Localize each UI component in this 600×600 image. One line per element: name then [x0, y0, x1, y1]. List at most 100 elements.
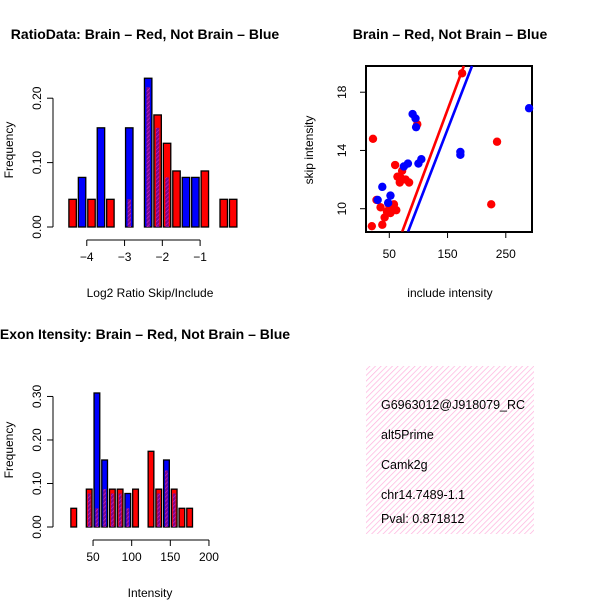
info-panel: G6963012@J918079_RC alt5Prime Camk2g chr…	[366, 366, 534, 534]
ratio-x-axis: −4 −3 −2 −1	[80, 239, 207, 264]
scatter-point-red	[368, 134, 378, 144]
info-line-event-type: alt5Prime	[381, 428, 434, 442]
intensity-y-tick-label: 0.10	[30, 471, 44, 495]
intensity-y-label: Frequency	[2, 422, 16, 479]
scatter-point-red	[378, 220, 387, 229]
ratio-y-label: Frequency	[2, 122, 16, 179]
scatter-point-blue	[524, 104, 534, 113]
scatter-point-blue	[411, 122, 421, 132]
intensity-bar-overlap	[157, 493, 161, 527]
info-line-gene: Camk2g	[381, 458, 428, 472]
ratio-bar-brain	[87, 198, 96, 228]
ratio-x-tick-label: −3	[118, 250, 132, 264]
scatter-x-tick-label: 150	[438, 247, 458, 261]
intensity-x-label: Intensity	[128, 586, 173, 600]
scatter-x-label: include intensity	[407, 286, 492, 300]
scatter-fit-line-blue	[406, 65, 474, 233]
intensity-bar-brain	[147, 450, 155, 528]
ratio-x-tick-label: −2	[155, 250, 169, 264]
intensity-x-tick-label: 100	[122, 550, 142, 564]
intensity-bar-overlap	[110, 493, 114, 527]
ratio-bar-overlap	[155, 127, 160, 227]
scatter-point-red	[404, 178, 414, 187]
intensity-y-axis: 0.00 0.10 0.20 0.30	[30, 384, 54, 539]
scatter-point-blue	[403, 159, 413, 168]
scatter-point-blue	[378, 182, 387, 192]
intensity-histogram-panel: Exon Itensity: Brain – Red, Not Brain – …	[0, 326, 290, 600]
scatter-chart-title: Brain – Red, Not Brain – Blue	[353, 26, 548, 42]
scatter-point-red	[376, 203, 385, 212]
intensity-bar-not-brain	[93, 392, 101, 528]
ratio-histogram-panel: RatioData: Brain – Red, Not Brain – Blue…	[2, 26, 279, 300]
scatter-fit-line-red	[400, 65, 466, 233]
intensity-bar-overlap	[165, 470, 168, 527]
ratio-bar-brain	[68, 198, 77, 228]
title-clip-mask	[300, 20, 332, 50]
ratio-bar-brain	[228, 198, 238, 228]
ratio-bar-not-brain	[96, 127, 106, 228]
ratio-x-tick-label: −4	[80, 250, 94, 264]
scatter-points	[367, 69, 534, 231]
scatter-y-tick-label: 14	[335, 143, 349, 157]
intensity-y-tick-label: 0.20	[30, 428, 44, 452]
scatter-point-blue	[411, 114, 420, 123]
scatter-point-red	[390, 160, 400, 170]
intensity-x-tick-label: 200	[199, 550, 219, 564]
scatter-point-red	[492, 137, 502, 146]
scatter-point-blue	[383, 198, 393, 208]
ratio-bar-not-brain	[181, 176, 191, 228]
ratio-bar-not-brain	[191, 176, 200, 228]
intensity-bar-overlap	[118, 493, 122, 527]
intensity-bar-brain	[178, 507, 186, 528]
ratio-bar-brain	[200, 170, 210, 228]
info-pval: Pval: 0.871812	[381, 512, 464, 526]
scatter-fit-lines	[400, 65, 474, 233]
intensity-bar-brain	[132, 488, 140, 528]
scatter-y-label: skip intensity	[302, 116, 316, 185]
ratio-chart-title: RatioData: Brain – Red, Not Brain – Blue	[11, 26, 280, 42]
intensity-bar-overlap	[126, 508, 130, 527]
scatter-point-blue	[456, 150, 465, 160]
intensity-bar-brain	[186, 507, 194, 528]
intensity-y-tick-label: 0.30	[30, 384, 44, 408]
info-panel-background	[366, 366, 534, 534]
scatter-point-red	[392, 205, 401, 215]
ratio-bars	[68, 77, 238, 228]
scatter-y-tick-label: 10	[335, 202, 349, 216]
intensity-x-axis: 50 100 150 200	[86, 539, 219, 564]
info-line-location: chr14.7489-1.1	[381, 488, 465, 502]
intensity-x-tick-label: 150	[160, 550, 180, 564]
ratio-bar-not-brain	[77, 176, 87, 228]
scatter-y-axis: 10 14 18	[335, 85, 366, 215]
scatter-y-tick-label: 18	[335, 85, 349, 99]
scatter-point-red	[457, 69, 467, 78]
ratio-bar-brain	[219, 198, 229, 228]
intensity-bar-overlap	[172, 493, 176, 527]
scatter-x-tick-label: 250	[496, 247, 516, 261]
intensity-y-tick-label: 0.00	[30, 515, 44, 539]
ratio-bar-overlap	[165, 177, 169, 227]
intensity-bar-overlap	[103, 489, 107, 527]
intensity-x-tick-label: 50	[86, 550, 100, 564]
ratio-y-tick-label: 0.10	[30, 151, 44, 175]
intensity-bar-overlap	[87, 493, 91, 527]
intensity-bar-overlap	[95, 508, 99, 527]
scatter-point-blue	[417, 154, 426, 164]
scatter-point-blue	[373, 195, 382, 205]
ratio-bar-overlap	[146, 87, 150, 227]
scatter-x-tick-label: 50	[383, 247, 397, 261]
scatter-point-blue	[386, 191, 395, 200]
ratio-x-tick-label: −1	[193, 250, 207, 264]
ratio-bar-overlap	[127, 199, 131, 227]
ratio-bar-brain	[106, 198, 115, 228]
ratio-y-axis: 0.00 0.10 0.20	[30, 86, 54, 239]
ratio-bar-brain	[172, 170, 181, 228]
intensity-bar-brain	[70, 507, 78, 528]
scatter-point-red	[367, 221, 377, 231]
intensity-bars	[70, 392, 194, 528]
scatter-point-red	[487, 200, 496, 209]
info-line-probe-id: G6963012@J918079_RC	[381, 398, 525, 412]
ratio-y-tick-label: 0.00	[30, 215, 44, 239]
intensity-chart-title: Exon Itensity: Brain – Red, Not Brain – …	[0, 326, 290, 342]
